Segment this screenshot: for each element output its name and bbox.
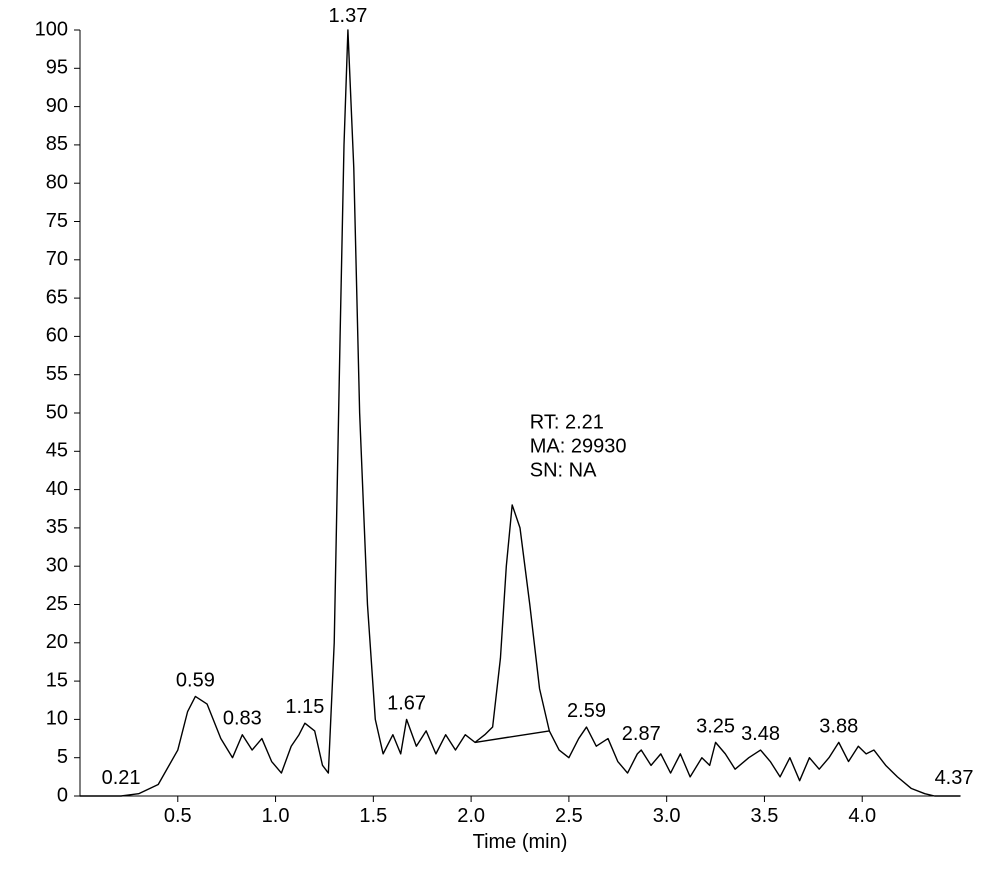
y-tick-label: 95 — [46, 57, 68, 79]
y-tick-label: 45 — [46, 440, 68, 462]
y-tick-label: 15 — [46, 669, 68, 691]
y-tick-label: 85 — [46, 133, 68, 155]
y-tick-label: 100 — [35, 18, 68, 40]
chromatogram-chart: 0 5 10 15 20 25 30 35 40 45 50 55 60 65 70 75 80 85 90 95 10… — [0, 0, 1000, 876]
peak-label: 2.87 — [622, 723, 661, 745]
peak-label: 3.88 — [819, 715, 858, 737]
y-tick-label: 25 — [46, 593, 68, 615]
y-tick-label: 35 — [46, 516, 68, 538]
x-tick-label: 2.0 — [457, 805, 485, 827]
peak-label: 1.37 — [328, 5, 367, 27]
peak-label: 4.37 — [935, 767, 974, 789]
y-tick-label: 40 — [46, 478, 68, 500]
y-tick-label: 90 — [46, 95, 68, 117]
peak-label: 2.59 — [567, 700, 606, 722]
peak-label: 0.83 — [223, 708, 262, 730]
peak-label: 1.15 — [285, 696, 324, 718]
chart-svg: 0 5 10 15 20 25 30 35 40 45 50 55 60 65 70 75 80 85 90 95 10… — [0, 0, 1000, 876]
x-tick-label: 3.5 — [751, 805, 779, 827]
peak-label: 1.67 — [387, 692, 426, 714]
y-tick-label: 65 — [46, 286, 68, 308]
peak-label: 0.59 — [176, 669, 215, 691]
peak-label: 3.25 — [696, 715, 735, 737]
peak-label: 3.48 — [741, 723, 780, 745]
x-tick-label: 3.0 — [653, 805, 681, 827]
y-tick-label: 0 — [57, 784, 68, 806]
y-tick-label: 70 — [46, 248, 68, 270]
y-tick-label: 20 — [46, 631, 68, 653]
x-tick-label: 1.0 — [262, 805, 290, 827]
y-tick-label: 50 — [46, 401, 68, 423]
y-tick-label: 5 — [57, 746, 68, 768]
x-tick-label: 2.5 — [555, 805, 583, 827]
x-tick-label: 1.5 — [359, 805, 387, 827]
y-tick-label: 30 — [46, 554, 68, 576]
peak-annotation-line: SN: NA — [530, 459, 597, 481]
x-tick-label: 0.5 — [164, 805, 192, 827]
x-axis-title: Time (min) — [473, 831, 568, 853]
y-tick-label: 60 — [46, 325, 68, 347]
y-tick-label: 75 — [46, 210, 68, 232]
peak-label: 0.21 — [102, 767, 141, 789]
peak-annotation-line: MA: 29930 — [530, 435, 627, 457]
y-tick-label: 80 — [46, 171, 68, 193]
y-tick-label: 10 — [46, 708, 68, 730]
y-tick-label: 55 — [46, 363, 68, 385]
x-tick-label: 4.0 — [848, 805, 876, 827]
peak-annotation-line: RT: 2.21 — [530, 411, 604, 433]
